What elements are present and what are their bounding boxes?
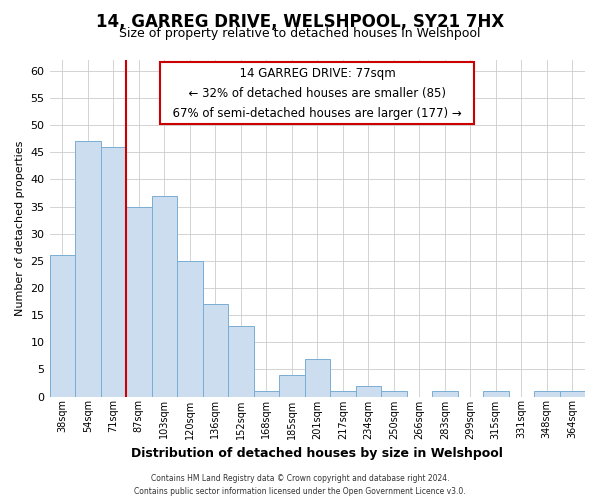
- Bar: [381, 391, 407, 396]
- Bar: [330, 391, 356, 396]
- Bar: [203, 304, 228, 396]
- Bar: [432, 391, 458, 396]
- Text: Size of property relative to detached houses in Welshpool: Size of property relative to detached ho…: [119, 28, 481, 40]
- Bar: [534, 391, 560, 396]
- Bar: [228, 326, 254, 396]
- Bar: [356, 386, 381, 396]
- Bar: [50, 256, 75, 396]
- Text: 14, GARREG DRIVE, WELSHPOOL, SY21 7HX: 14, GARREG DRIVE, WELSHPOOL, SY21 7HX: [96, 12, 504, 30]
- Bar: [305, 358, 330, 397]
- Text: 14 GARREG DRIVE: 77sqm  
  ← 32% of detached houses are smaller (85)  
  67% of : 14 GARREG DRIVE: 77sqm ← 32% of detached…: [165, 66, 469, 120]
- Bar: [75, 142, 101, 396]
- Bar: [254, 391, 279, 396]
- Bar: [279, 375, 305, 396]
- Bar: [152, 196, 177, 396]
- X-axis label: Distribution of detached houses by size in Welshpool: Distribution of detached houses by size …: [131, 447, 503, 460]
- Bar: [177, 261, 203, 396]
- Bar: [126, 206, 152, 396]
- Bar: [560, 391, 585, 396]
- Bar: [483, 391, 509, 396]
- Bar: [101, 147, 126, 396]
- Text: Contains HM Land Registry data © Crown copyright and database right 2024.
Contai: Contains HM Land Registry data © Crown c…: [134, 474, 466, 496]
- Y-axis label: Number of detached properties: Number of detached properties: [15, 140, 25, 316]
